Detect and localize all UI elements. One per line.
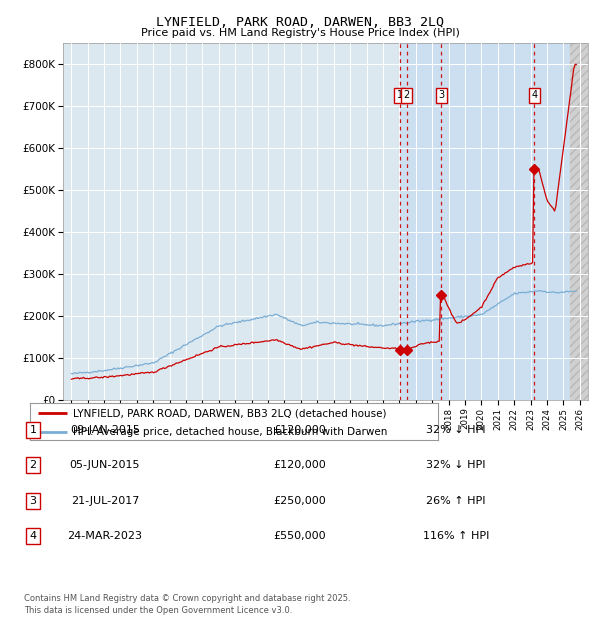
Text: Contains HM Land Registry data © Crown copyright and database right 2025.
This d: Contains HM Land Registry data © Crown c… bbox=[24, 594, 350, 615]
Text: £550,000: £550,000 bbox=[274, 531, 326, 541]
Text: £120,000: £120,000 bbox=[274, 460, 326, 471]
Text: 32% ↓ HPI: 32% ↓ HPI bbox=[426, 425, 486, 435]
Text: 116% ↑ HPI: 116% ↑ HPI bbox=[423, 531, 489, 541]
Text: 05-JUN-2015: 05-JUN-2015 bbox=[70, 460, 140, 471]
Bar bbox=[398, 43, 570, 400]
Text: 21-JUL-2017: 21-JUL-2017 bbox=[71, 495, 139, 506]
Text: 1: 1 bbox=[397, 90, 403, 100]
Text: 3: 3 bbox=[29, 495, 37, 506]
Bar bbox=[570, 43, 588, 400]
Text: 09-JAN-2015: 09-JAN-2015 bbox=[70, 425, 140, 435]
Text: 1: 1 bbox=[29, 425, 37, 435]
Text: LYNFIELD, PARK ROAD, DARWEN, BB3 2LQ: LYNFIELD, PARK ROAD, DARWEN, BB3 2LQ bbox=[156, 16, 444, 29]
Text: 24-MAR-2023: 24-MAR-2023 bbox=[67, 531, 143, 541]
Text: 26% ↑ HPI: 26% ↑ HPI bbox=[426, 495, 486, 506]
Text: Price paid vs. HM Land Registry's House Price Index (HPI): Price paid vs. HM Land Registry's House … bbox=[140, 28, 460, 38]
Text: 2: 2 bbox=[29, 460, 37, 471]
Text: LYNFIELD, PARK ROAD, DARWEN, BB3 2LQ (detached house): LYNFIELD, PARK ROAD, DARWEN, BB3 2LQ (de… bbox=[73, 409, 386, 419]
Text: HPI: Average price, detached house, Blackburn with Darwen: HPI: Average price, detached house, Blac… bbox=[73, 427, 387, 437]
Text: 32% ↓ HPI: 32% ↓ HPI bbox=[426, 460, 486, 471]
Text: £250,000: £250,000 bbox=[274, 495, 326, 506]
Text: 4: 4 bbox=[531, 90, 538, 100]
Text: 2: 2 bbox=[403, 90, 410, 100]
Bar bbox=[570, 43, 588, 400]
Text: 3: 3 bbox=[438, 90, 444, 100]
Text: 4: 4 bbox=[29, 531, 37, 541]
Text: £120,000: £120,000 bbox=[274, 425, 326, 435]
